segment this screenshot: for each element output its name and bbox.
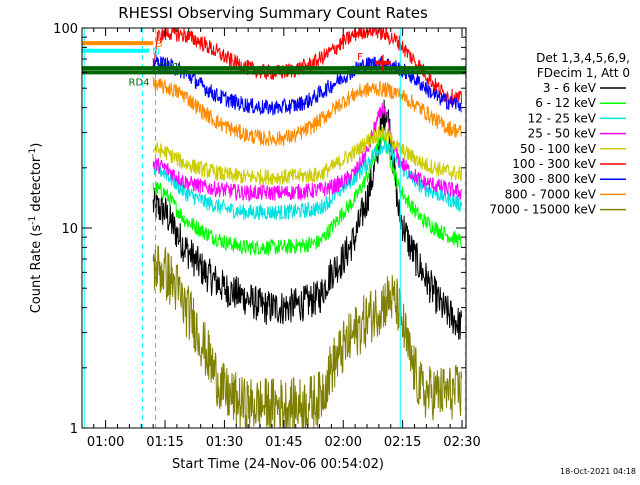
x-tick-label-1: 01:00 bbox=[87, 435, 124, 450]
legend-label-5: 50 - 100 keV bbox=[520, 142, 597, 156]
x-tick-label-2: 01:15 bbox=[146, 435, 183, 450]
x-tick-label-6: 02:15 bbox=[384, 435, 421, 450]
x-axis: 01:00 01:15 01:30 01:45 02:00 02:15 02:30 bbox=[87, 28, 481, 450]
y-axis: 100 10 1 bbox=[53, 22, 466, 437]
y-axis-label: Count Rate (s-1 detector-1) bbox=[28, 143, 44, 314]
footer-date: 18-Oct-2021 04:18 bbox=[560, 467, 636, 476]
series-line-2 bbox=[152, 126, 463, 257]
legend-label-2: 6 - 12 keV bbox=[535, 96, 597, 110]
series-line-5 bbox=[152, 125, 463, 187]
state-label-s: S bbox=[156, 39, 162, 50]
x-axis-label: Start Time (24-Nov-06 00:54:02) bbox=[172, 457, 384, 472]
series-line-1 bbox=[152, 99, 463, 340]
state-label-n: N bbox=[152, 47, 159, 58]
x-tick-label-7: 02:30 bbox=[443, 435, 480, 450]
legend-label-9: 7000 - 15000 keV bbox=[489, 203, 596, 217]
x-tick-label-3: 01:30 bbox=[206, 435, 243, 450]
x-tick-label-5: 02:00 bbox=[325, 435, 362, 450]
legend-label-6: 100 - 300 keV bbox=[512, 157, 596, 171]
legend-header-line2: FDecim 1, Att 0 bbox=[537, 66, 630, 80]
y-tick-label-3: 1 bbox=[70, 422, 78, 437]
series-line-8 bbox=[152, 76, 463, 147]
state-label-f: F bbox=[357, 52, 363, 63]
series-line-3 bbox=[152, 139, 463, 221]
x-tick-label-4: 01:45 bbox=[265, 435, 302, 450]
chart-title: RHESSI Observing Summary Count Rates bbox=[118, 4, 428, 22]
y-tick-label-2: 10 bbox=[61, 222, 78, 237]
legend-label-3: 12 - 25 keV bbox=[528, 111, 597, 125]
series-line-4 bbox=[152, 102, 462, 203]
series-line-9 bbox=[152, 245, 463, 429]
legend-label-1: 3 - 6 keV bbox=[543, 81, 597, 95]
y-tick-label-1: 100 bbox=[53, 22, 78, 37]
legend-label-7: 300 - 800 keV bbox=[512, 172, 596, 186]
legend-label-8: 800 - 7000 keV bbox=[505, 187, 597, 201]
state-label-rd1: RD1 bbox=[159, 62, 180, 73]
state-label-rd4: RD4 bbox=[129, 77, 150, 88]
legend-label-4: 25 - 50 keV bbox=[528, 127, 597, 141]
legend-header-line1: Det 1,3,4,5,6,9, bbox=[536, 51, 630, 65]
series-line-7 bbox=[152, 54, 462, 116]
